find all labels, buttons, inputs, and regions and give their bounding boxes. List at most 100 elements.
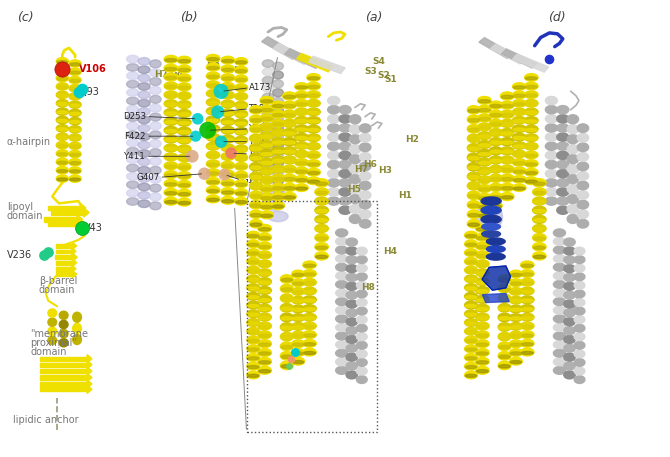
Ellipse shape <box>567 214 579 223</box>
Polygon shape <box>482 266 511 290</box>
Ellipse shape <box>222 156 234 159</box>
Ellipse shape <box>127 122 139 130</box>
Ellipse shape <box>533 252 546 260</box>
Ellipse shape <box>249 163 263 171</box>
Ellipse shape <box>272 192 285 201</box>
Ellipse shape <box>178 131 190 133</box>
Ellipse shape <box>247 258 260 265</box>
Ellipse shape <box>247 371 260 379</box>
Ellipse shape <box>206 133 220 141</box>
Text: H3: H3 <box>379 165 392 175</box>
Bar <box>40 388 87 391</box>
Ellipse shape <box>235 201 247 204</box>
Ellipse shape <box>272 113 284 117</box>
Ellipse shape <box>476 263 488 266</box>
Ellipse shape <box>222 130 234 133</box>
Ellipse shape <box>206 63 220 71</box>
Ellipse shape <box>465 252 477 255</box>
Ellipse shape <box>263 118 273 126</box>
Ellipse shape <box>127 55 139 63</box>
Ellipse shape <box>521 287 534 295</box>
Ellipse shape <box>489 101 502 109</box>
Ellipse shape <box>178 86 190 89</box>
Ellipse shape <box>295 94 308 97</box>
Ellipse shape <box>490 141 502 144</box>
Ellipse shape <box>272 150 284 153</box>
Ellipse shape <box>178 118 191 126</box>
Ellipse shape <box>465 336 478 344</box>
Ellipse shape <box>280 294 293 303</box>
Ellipse shape <box>465 340 477 342</box>
Ellipse shape <box>498 307 511 310</box>
Text: Q93: Q93 <box>79 87 99 97</box>
Ellipse shape <box>57 77 68 80</box>
Ellipse shape <box>478 193 491 201</box>
Ellipse shape <box>259 325 271 329</box>
Ellipse shape <box>138 66 150 74</box>
Ellipse shape <box>553 281 565 288</box>
Ellipse shape <box>564 309 576 317</box>
Ellipse shape <box>127 198 139 205</box>
Text: T181: T181 <box>249 104 271 113</box>
Ellipse shape <box>295 187 308 190</box>
Ellipse shape <box>259 370 271 373</box>
Ellipse shape <box>308 171 320 175</box>
Ellipse shape <box>127 189 139 197</box>
Ellipse shape <box>295 145 308 148</box>
Ellipse shape <box>489 174 502 182</box>
Ellipse shape <box>498 278 511 282</box>
Text: domain: domain <box>30 347 66 357</box>
Ellipse shape <box>272 156 285 164</box>
Ellipse shape <box>69 117 81 125</box>
Ellipse shape <box>489 138 502 146</box>
Ellipse shape <box>360 162 371 171</box>
Ellipse shape <box>350 125 361 134</box>
Ellipse shape <box>521 305 534 312</box>
Ellipse shape <box>247 292 260 300</box>
Ellipse shape <box>272 128 285 137</box>
Ellipse shape <box>150 69 161 77</box>
Ellipse shape <box>476 357 489 365</box>
Ellipse shape <box>545 197 557 205</box>
Ellipse shape <box>476 254 488 257</box>
Ellipse shape <box>525 151 538 159</box>
Ellipse shape <box>272 165 285 173</box>
Ellipse shape <box>261 197 273 200</box>
Ellipse shape <box>476 272 488 275</box>
Ellipse shape <box>564 256 576 264</box>
Ellipse shape <box>308 154 320 157</box>
Ellipse shape <box>178 74 191 82</box>
Ellipse shape <box>346 353 358 361</box>
Ellipse shape <box>478 197 490 200</box>
Ellipse shape <box>283 110 296 118</box>
Ellipse shape <box>207 101 219 105</box>
Ellipse shape <box>465 310 478 318</box>
Ellipse shape <box>295 167 308 175</box>
Ellipse shape <box>509 340 523 348</box>
Ellipse shape <box>261 188 273 191</box>
Ellipse shape <box>510 317 522 320</box>
Ellipse shape <box>564 344 576 352</box>
Ellipse shape <box>221 144 234 152</box>
Ellipse shape <box>127 173 139 180</box>
Ellipse shape <box>222 95 234 98</box>
Ellipse shape <box>478 214 490 218</box>
Text: proximal": proximal" <box>30 338 77 348</box>
Ellipse shape <box>247 348 259 351</box>
Text: S1: S1 <box>384 75 397 85</box>
Ellipse shape <box>259 361 271 364</box>
Ellipse shape <box>525 82 538 90</box>
Ellipse shape <box>259 245 271 249</box>
Ellipse shape <box>235 139 247 143</box>
Ellipse shape <box>222 86 234 89</box>
Ellipse shape <box>316 255 328 259</box>
Ellipse shape <box>478 144 490 147</box>
Ellipse shape <box>249 181 263 190</box>
Ellipse shape <box>525 103 537 106</box>
Ellipse shape <box>57 153 68 156</box>
Ellipse shape <box>465 327 478 335</box>
Ellipse shape <box>291 287 304 295</box>
Ellipse shape <box>567 115 579 124</box>
Ellipse shape <box>222 77 234 80</box>
Ellipse shape <box>336 289 348 297</box>
